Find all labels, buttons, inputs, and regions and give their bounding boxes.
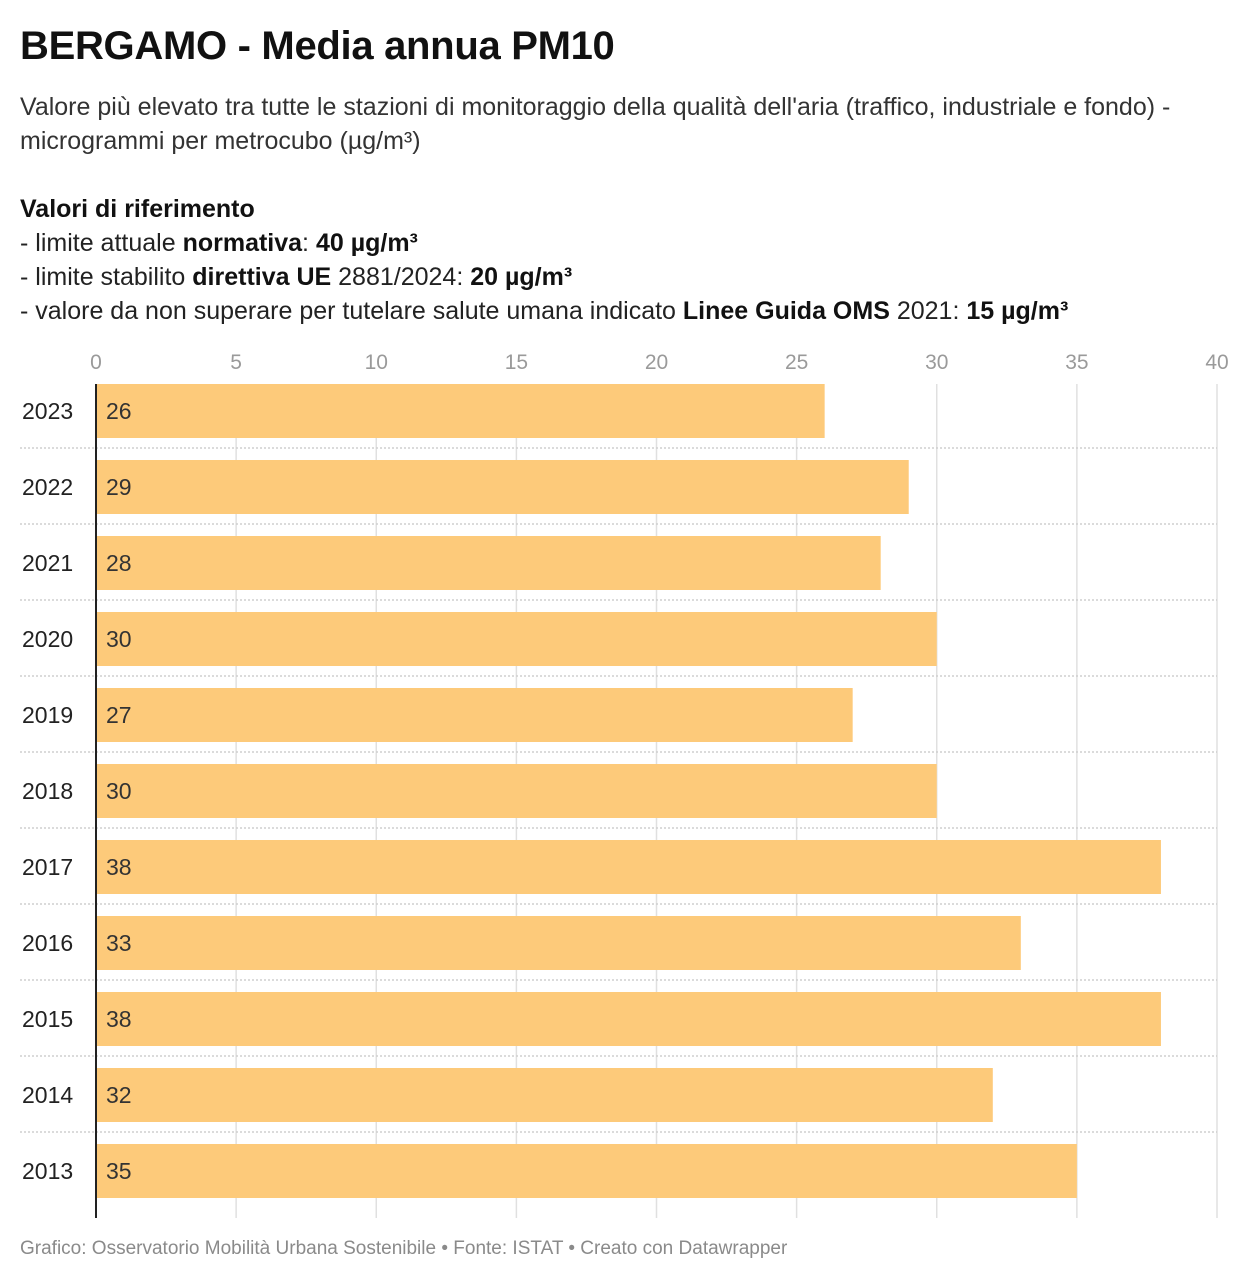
value-label-2020: 30 xyxy=(106,626,132,652)
x-tick-label: 40 xyxy=(1205,351,1228,374)
chart-subtitle: Valore più elevato tra tutte le stazioni… xyxy=(20,93,1171,155)
category-label-2015: 2015 xyxy=(22,1006,73,1032)
reference-heading: Valori di riferimento xyxy=(20,195,255,223)
value-label-2019: 27 xyxy=(106,702,132,728)
x-tick-label: 30 xyxy=(925,351,948,374)
bar-2021 xyxy=(96,536,881,590)
bar-chart: 0 5 10 15 20 25 30 35 40 2023 26 2022 29 2021 28 2020 30… xyxy=(20,351,1229,1218)
category-label-2013: 2013 xyxy=(22,1158,73,1184)
value-label-2016: 33 xyxy=(106,930,132,956)
category-label-2014: 2014 xyxy=(22,1082,73,1108)
chart-footer: Grafico: Osservatorio Mobilità Urbana So… xyxy=(20,1238,788,1259)
reference-line-normativa: - limite attuale normativa: 40 µg/m³ xyxy=(20,229,418,257)
category-label-2019: 2019 xyxy=(22,702,73,728)
bar-2013 xyxy=(96,1144,1077,1198)
bar-2022 xyxy=(96,460,909,514)
category-label-2016: 2016 xyxy=(22,930,73,956)
category-label-2021: 2021 xyxy=(22,550,73,576)
value-label-2023: 26 xyxy=(106,398,132,424)
x-tick-label: 0 xyxy=(90,351,102,374)
value-label-2018: 30 xyxy=(106,778,132,804)
category-label-2022: 2022 xyxy=(22,474,73,500)
value-label-2015: 38 xyxy=(106,1006,132,1032)
x-tick-label: 5 xyxy=(230,351,242,374)
category-label-2023: 2023 xyxy=(22,398,73,424)
bar-2018 xyxy=(96,764,937,818)
x-tick-label: 35 xyxy=(1065,351,1088,374)
bar-2015 xyxy=(96,992,1161,1046)
reference-line-oms: - valore da non superare per tutelare sa… xyxy=(20,297,1069,325)
bar-2023 xyxy=(96,384,825,438)
bar-2016 xyxy=(96,916,1021,970)
value-label-2022: 29 xyxy=(106,474,132,500)
value-label-2017: 38 xyxy=(106,854,132,880)
x-tick-label: 15 xyxy=(505,351,528,374)
x-tick-label: 10 xyxy=(365,351,388,374)
value-label-2013: 35 xyxy=(106,1158,132,1184)
bar-2017 xyxy=(96,840,1161,894)
bar-2020 xyxy=(96,612,937,666)
x-tick-label: 25 xyxy=(785,351,808,374)
category-label-2017: 2017 xyxy=(22,854,73,880)
reference-values: Valori di riferimento - limite attuale n… xyxy=(20,192,1220,328)
value-label-2021: 28 xyxy=(106,550,132,576)
category-label-2020: 2020 xyxy=(22,626,73,652)
value-label-2014: 32 xyxy=(106,1082,132,1108)
category-label-2018: 2018 xyxy=(22,778,73,804)
chart-title: BERGAMO - Media annua PM10 xyxy=(20,24,615,68)
bar-2014 xyxy=(96,1068,993,1122)
bar-2019 xyxy=(96,688,853,742)
reference-line-direttiva: - limite stabilito direttiva UE 2881/202… xyxy=(20,263,573,291)
x-tick-label: 20 xyxy=(645,351,668,374)
